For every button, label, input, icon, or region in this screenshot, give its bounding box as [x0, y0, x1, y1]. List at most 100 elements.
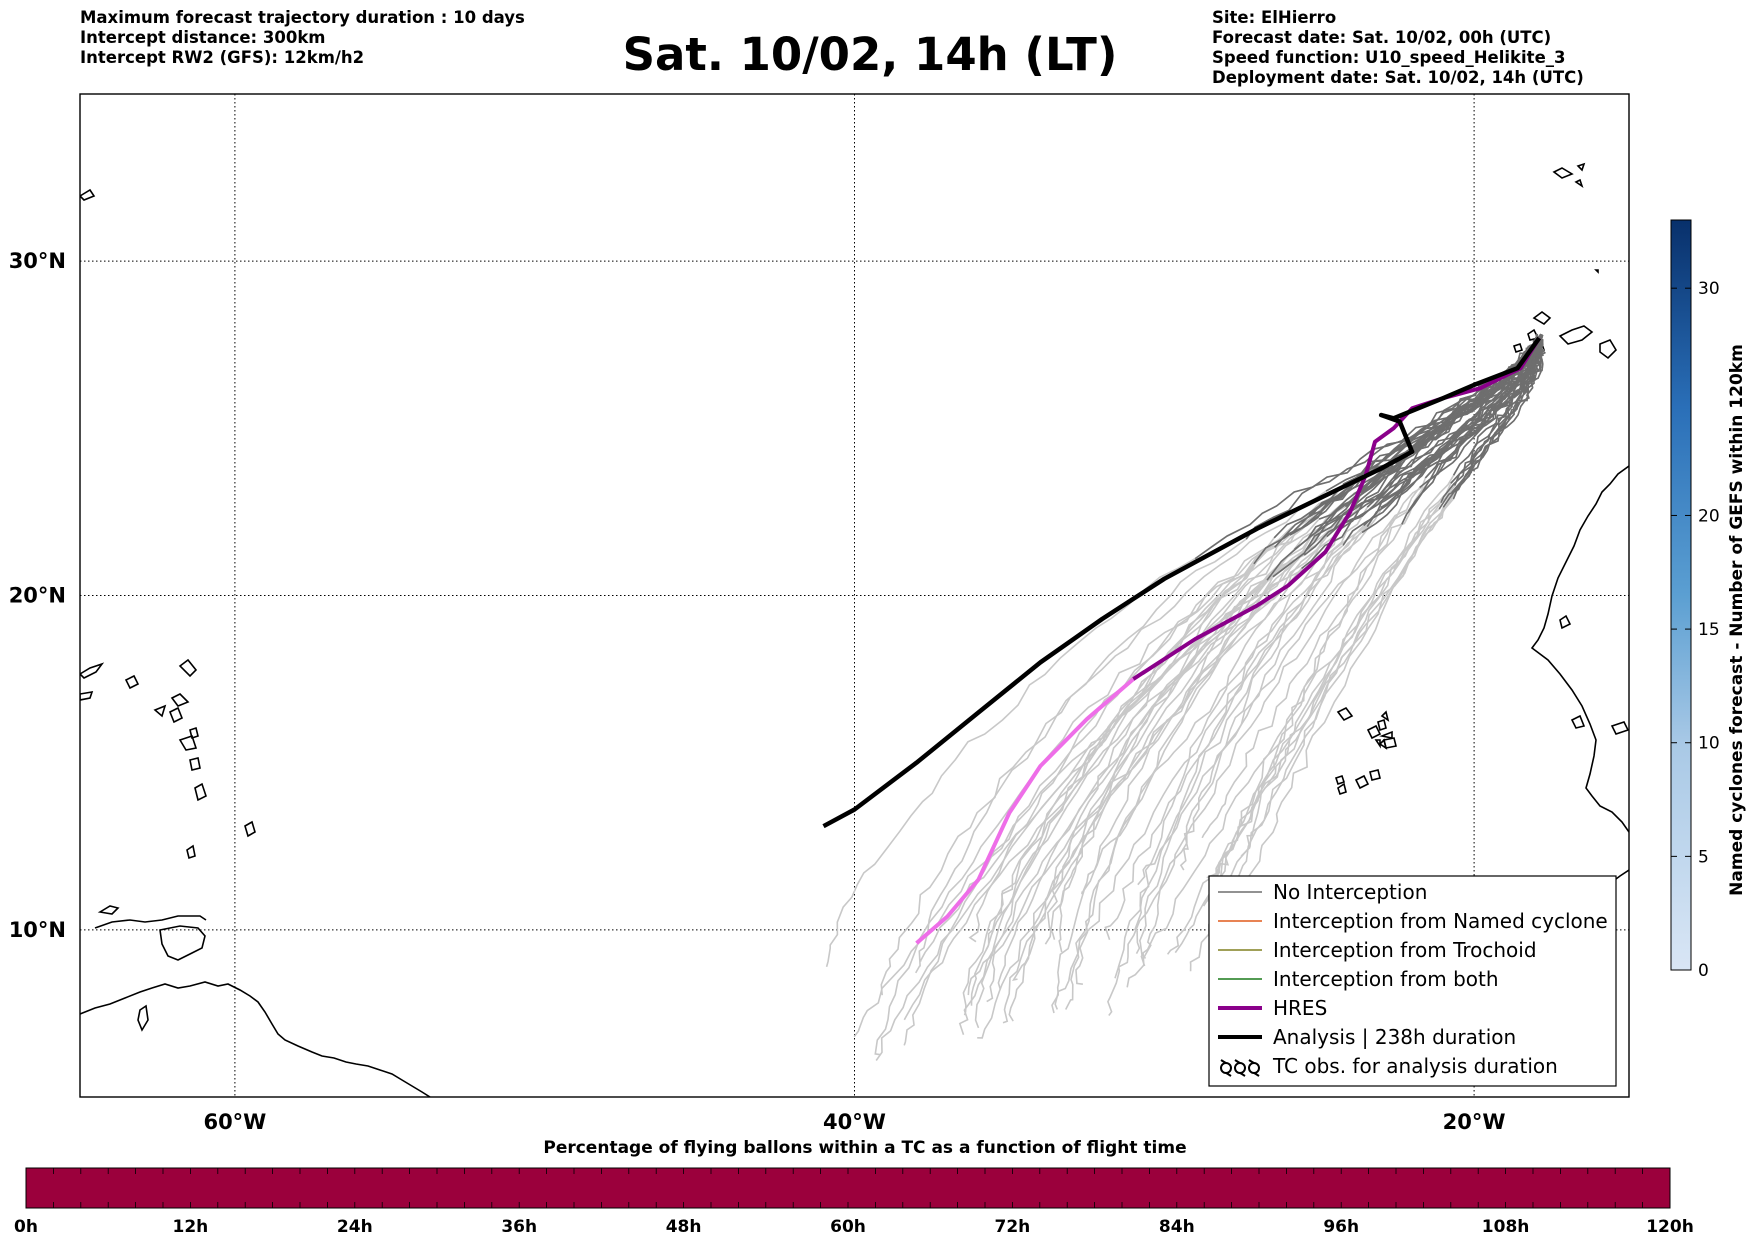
percentage-tick-label: 108h [1482, 1217, 1530, 1237]
hres-track-early [1132, 337, 1541, 681]
legend-box [1208, 875, 1617, 1087]
main-tracks [822, 336, 1542, 945]
percentage-bar: Percentage of flying ballons within a TC… [14, 1138, 1694, 1237]
hres-track-late [915, 677, 1135, 945]
map-gridlines [80, 94, 1629, 1097]
cape-verde-6 [1379, 730, 1393, 739]
ensemble-track-late [1202, 339, 1544, 907]
analysis-track [822, 336, 1542, 829]
lon-tick-label: 60°W [203, 1110, 266, 1134]
colorbar-tick-label: 15 [1698, 620, 1720, 640]
madeira-island-2 [1574, 178, 1584, 188]
axis-tick-labels: 10°N 20°N 30°N 60°W 40°W 20°W [9, 249, 1506, 1134]
map-frame [79, 93, 1630, 1098]
canary-island-2 [1558, 325, 1594, 345]
lat-tick-label: 30°N [9, 249, 66, 273]
island-antilles-7 [170, 693, 190, 707]
cape-verde-1 [1336, 706, 1354, 722]
island-antilles-6 [168, 706, 184, 724]
header-line: Intercept distance: 300km [80, 28, 326, 47]
percentage-bar-fill [25, 1167, 1671, 1209]
lon-tick-label: 40°W [823, 1110, 886, 1134]
ensemble-track-late [1209, 336, 1541, 934]
cape-verde-2 [1366, 724, 1382, 740]
legend-label: Interception from Trochoid [1273, 938, 1537, 962]
percentage-tick-label: 120h [1646, 1217, 1694, 1237]
lon-tick-label: 20°W [1443, 1110, 1506, 1134]
header-line: Speed function: U10_speed_Helikite_3 [1212, 48, 1566, 67]
cape-verde-8 [1354, 774, 1370, 790]
colorbar-tick-label: 20 [1698, 506, 1720, 526]
cape-verde-11 [1380, 710, 1390, 722]
header-line: Maximum forecast trajectory duration : 1… [80, 8, 525, 27]
cape-verde-3 [1377, 718, 1387, 732]
trinidad-island [159, 925, 206, 961]
colorbar-gradient [1670, 219, 1692, 971]
percentage-tick-label: 72h [995, 1217, 1031, 1237]
ensemble-track-late [1044, 340, 1543, 945]
percentage-tick-label: 96h [1323, 1217, 1359, 1237]
africa-coast-detail [1559, 614, 1572, 630]
colorbar-tick-label: 0 [1698, 961, 1709, 981]
lat-tick-label: 20°N [9, 584, 66, 608]
cape-verde-7 [1337, 782, 1347, 796]
tc-symbol-tail [1220, 1059, 1232, 1077]
page-title: Sat. 10/02, 14h (LT) [622, 28, 1118, 81]
lat-tick-label: 10°N [9, 918, 66, 942]
madeira-island-4 [1594, 269, 1599, 274]
africa-coast-detail-2 [1570, 714, 1586, 729]
island-antilles-1 [186, 844, 196, 860]
ensemble-track-early [1452, 333, 1545, 500]
tc-symbol-tail [1248, 1059, 1260, 1077]
legend-label: Interception from both [1273, 967, 1499, 991]
cape-verde-10 [1334, 774, 1346, 786]
header-line: Forecast date: Sat. 10/02, 00h (UTC) [1212, 28, 1552, 47]
legend-label: Analysis | 238h duration [1273, 1025, 1516, 1049]
percentage-tick-label: 24h [337, 1217, 373, 1237]
colorbar-tick-label: 10 [1698, 734, 1720, 754]
header-line: Deployment date: Sat. 10/02, 14h (UTC) [1212, 68, 1584, 87]
island-antilles-8 [178, 658, 198, 678]
legend-label: Interception from Named cyclone [1273, 909, 1608, 933]
legend-label: TC obs. for analysis duration [1272, 1054, 1558, 1078]
percentage-tick-label: 48h [666, 1217, 702, 1237]
header-line: Intercept RW2 (GFS): 12km/h2 [80, 48, 365, 67]
africa-coast [1530, 465, 1629, 833]
header-info-left: Maximum forecast trajectory duration : 1… [80, 8, 525, 68]
legend-label: HRES [1273, 996, 1327, 1020]
island-antilles-13 [80, 690, 94, 701]
island-antilles-12 [124, 674, 140, 690]
coastlines [80, 162, 1629, 1097]
header-info-right: Site: ElHierro Forecast date: Sat. 10/02… [1212, 8, 1584, 88]
island-antilles-10 [137, 1004, 149, 1032]
canary-island-5 [1512, 342, 1524, 354]
percentage-bar-title: Percentage of flying ballons within a TC… [543, 1138, 1186, 1158]
africa-coast-detail-3 [1610, 721, 1629, 735]
island-north-1 [80, 188, 96, 201]
island-antilles-4 [178, 734, 198, 751]
colorbar: 0 5 10 15 20 30 Named cyclones forecast - Num… [1670, 219, 1747, 981]
tc-symbol-tail [1234, 1059, 1246, 1077]
south-america-coast [80, 981, 431, 1097]
island-antilles-9 [244, 820, 256, 838]
legend-label: No Interception [1273, 880, 1427, 904]
cape-verde-9 [1369, 769, 1381, 781]
percentage-tick-label: 12h [173, 1217, 209, 1237]
ensemble-track-late [968, 339, 1542, 943]
percentage-tick-label: 60h [830, 1217, 866, 1237]
percentage-tick-label: 0h [14, 1217, 38, 1237]
canary-island-1 [1532, 311, 1552, 326]
island-antilles-3 [189, 757, 201, 771]
madeira-island-1 [1552, 167, 1574, 179]
ensemble-track-early [1430, 334, 1543, 480]
cape-verde-12 [1374, 739, 1381, 749]
madeira-island-3 [1576, 162, 1586, 172]
percentage-tick-label: 84h [1159, 1217, 1195, 1237]
island-chain-1 [97, 905, 120, 915]
canary-island-3 [1599, 339, 1618, 360]
colorbar-tick-label: 30 [1698, 279, 1720, 299]
island-antilles-14 [153, 704, 167, 718]
percentage-tick-label: 36h [501, 1217, 537, 1237]
cape-verde-5 [1383, 737, 1397, 749]
